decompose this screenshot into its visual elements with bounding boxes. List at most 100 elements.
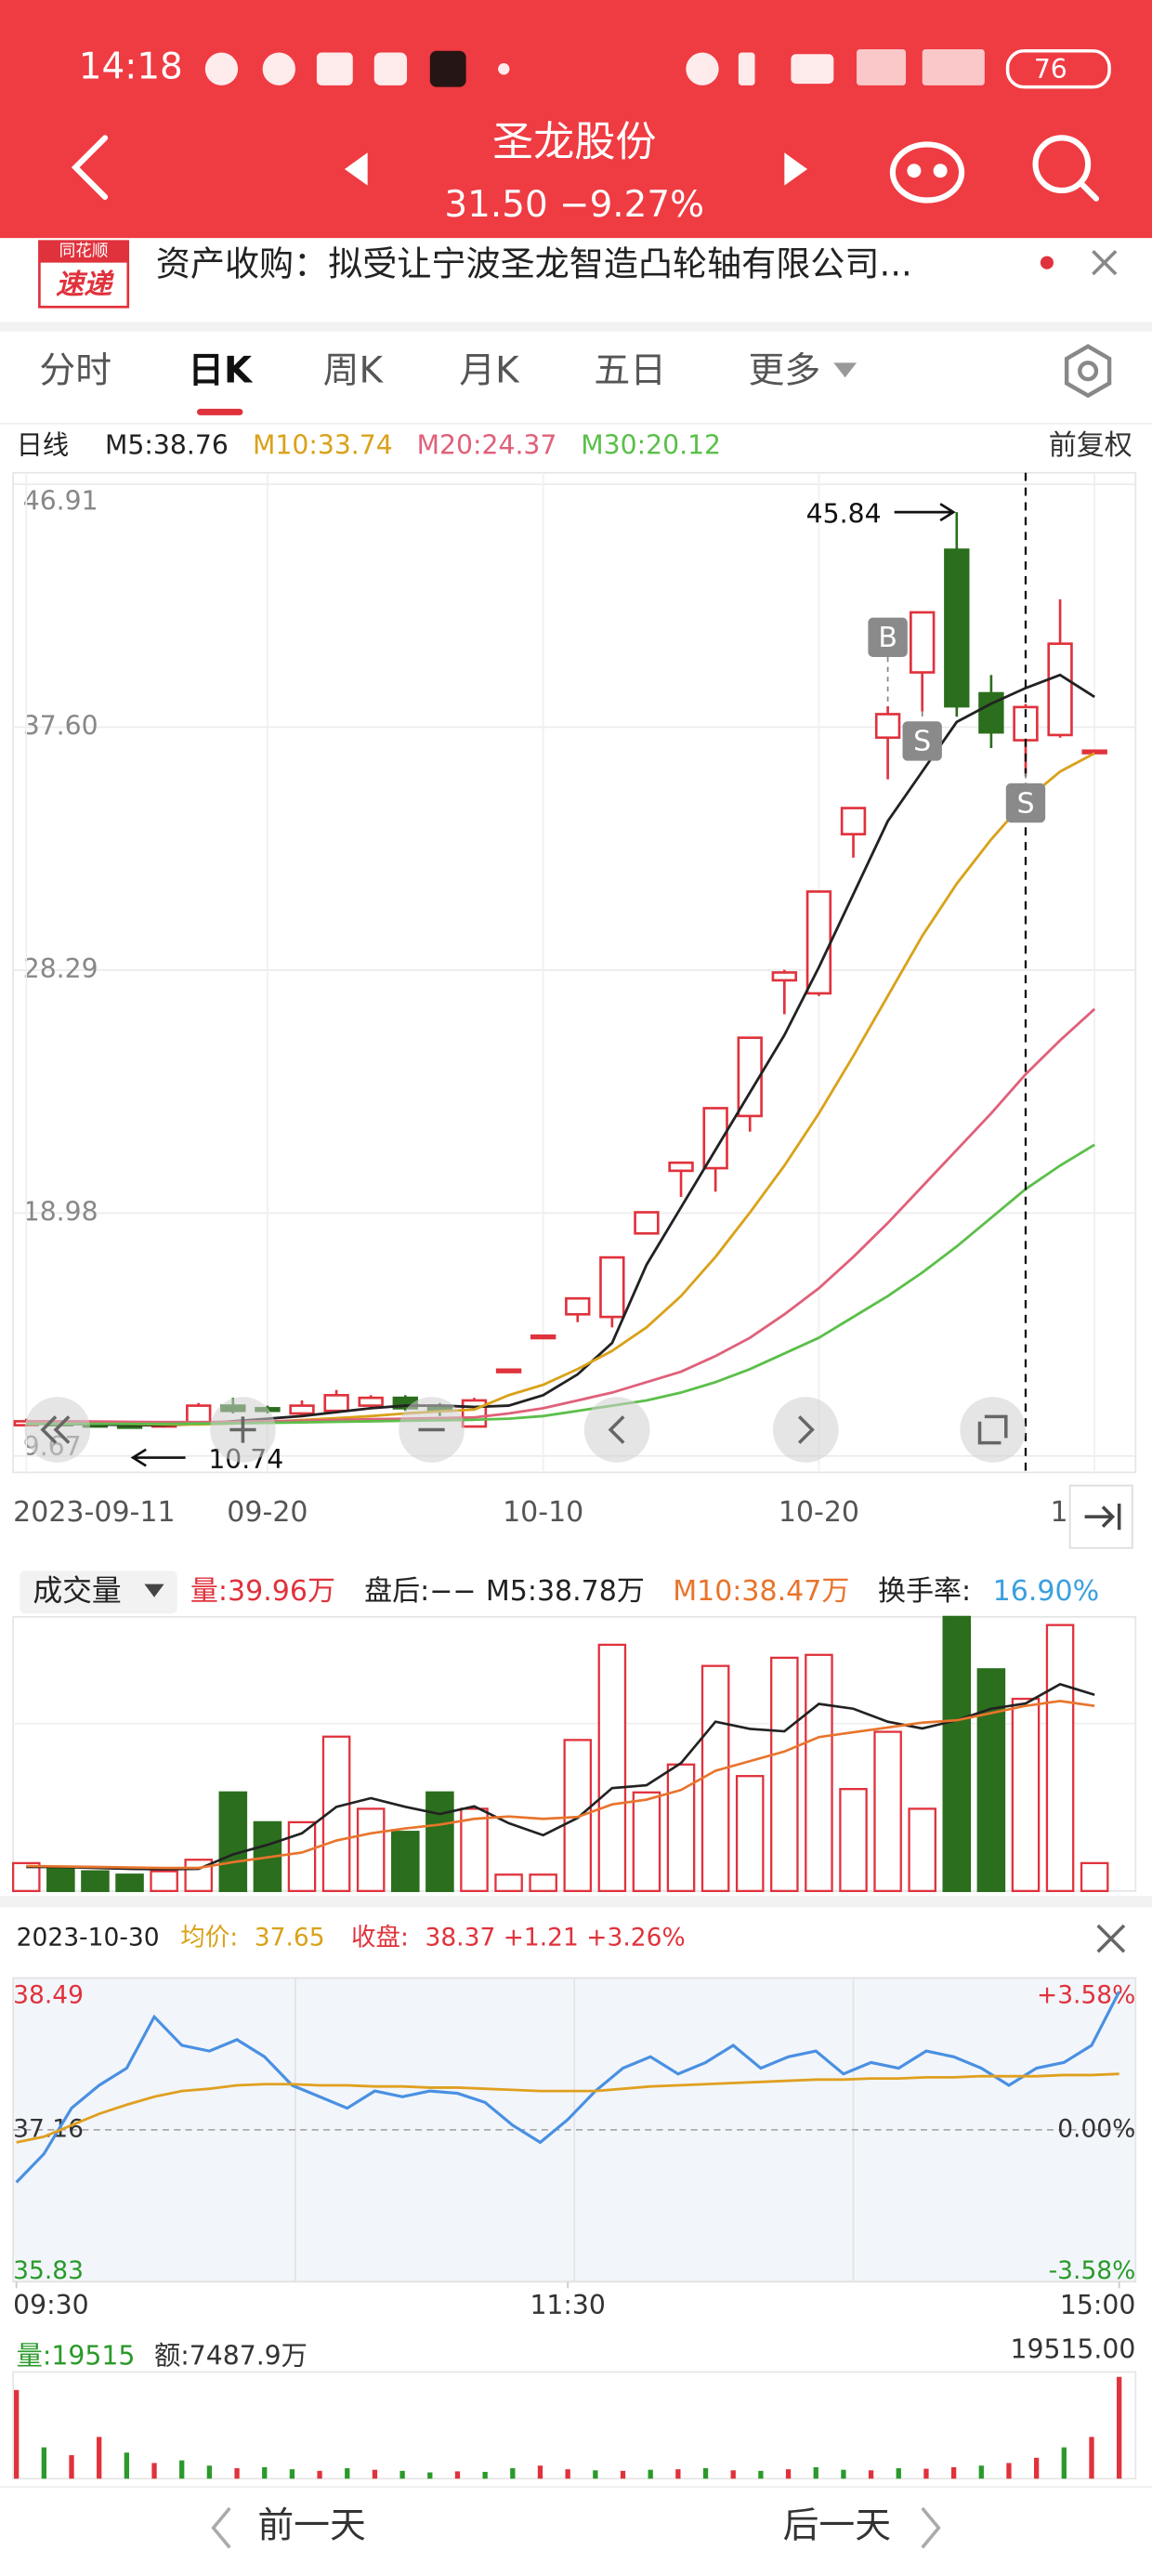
candle-body [840,807,867,835]
intraday-volume-bar [41,2447,46,2479]
y-tick-label: 28.29 [23,953,98,984]
prev-stock[interactable] [344,152,368,186]
low-arrow [130,1448,186,1467]
intraday-volume-bar [1033,2457,1040,2479]
candle-body [910,611,936,674]
news-dot [1040,256,1054,269]
signal-box [1005,782,1046,823]
news-text[interactable]: 资产收购：拟受让宁波圣龙智造凸轮轴有限公司... [156,244,912,284]
kline-frame [12,471,1137,1474]
divider [0,1896,1152,1908]
settings-button[interactable] [1064,344,1112,399]
intraday-volume-bar [427,2472,433,2479]
volume-bar [81,1870,110,1893]
intraday-volume-max: 19515.00 [1011,2333,1136,2364]
volume-bar [150,1870,178,1893]
avg-price-line [16,2072,1119,2144]
intraday-y-label: 35.83 [13,2256,84,2285]
tab[interactable]: 日K [188,349,254,391]
intraday-volume-bar [399,2470,405,2479]
news-logo-band [39,241,128,263]
candle-body [668,1161,694,1173]
x-tick-label: 2023-09-11 [13,1496,175,1529]
intraday-volume-bar [234,2468,240,2479]
status-icons [204,48,985,87]
volume-bar [356,1807,386,1893]
intraday-close: 38.37 +1.21 +3.26% [425,1924,685,1952]
intraday-volume-bar [124,2452,130,2479]
intraday-volume-bar [482,2471,488,2479]
assistant-button[interactable] [889,141,965,204]
tab[interactable]: 更多 [748,349,820,391]
volume-stat: 量:39.96万 [190,1575,335,1608]
volume-bar [529,1873,557,1893]
prev-day[interactable]: 前一天 [257,2505,366,2547]
candle-body [874,713,901,740]
intraday-volume-bar [868,2470,874,2479]
tab[interactable]: 分时 [39,349,111,391]
ma-line [26,1143,1095,1426]
volume-selector[interactable] [20,1571,177,1614]
stock-title: 圣龙股份 [492,118,657,165]
candle-body [944,548,970,708]
volume-bar [976,1668,1006,1893]
chart-layer: 分时 日K 周K 月K 五日 更多 M5:38.76 M10:33.74 M20:24.37 M3… [11,349,1136,2479]
candle-body [289,1404,315,1415]
signal-label: B [878,622,897,654]
intraday-volume-bar [345,2468,350,2479]
back-button[interactable] [71,135,109,201]
y-tick-label: 37.60 [23,711,98,742]
volume-bar [735,1775,765,1893]
intraday-volume-bar [1089,2437,1094,2479]
intraday-volume-bar [841,2469,846,2479]
x-tick-label: 10-20 [779,1496,859,1529]
intraday-volume-bar [702,2468,709,2479]
volume-title: 成交量 [33,1573,121,1608]
header-bg [0,0,1152,239]
intraday-volume-bar [648,2469,653,2479]
intraday-x-label: 09:30 [13,2290,88,2320]
divider [0,322,1152,332]
candle-body [978,691,1004,734]
signal-box [902,721,942,761]
volume-ma-line [26,1700,1095,1870]
scroll-right[interactable] [772,1397,839,1463]
volume-bar [942,1615,972,1893]
candle-body [323,1394,349,1413]
ma-legend: M20:24.37 [417,429,557,460]
footer-bg [0,2487,1152,2576]
volume-stat: 盘后:−− [364,1575,476,1608]
volume-bar [115,1873,144,1893]
volume-bar [770,1656,799,1893]
next-stock[interactable] [784,152,808,186]
x-tick-label: 10-10 [503,1496,583,1529]
intraday-volume-bar [620,2470,626,2479]
search-button[interactable] [1032,135,1100,202]
intraday-volume-bar [758,2470,764,2479]
intraday-volume-bar [565,2469,570,2479]
intraday-volume-bar [206,2465,213,2479]
ma-legend: M30:20.12 [581,429,721,460]
tab[interactable]: 五日 [594,349,666,391]
volume-bar [805,1653,833,1893]
scroll-left[interactable] [583,1397,650,1463]
intraday-close[interactable] [1096,1924,1126,1953]
tab[interactable]: 月K [459,349,520,391]
high-arrow [894,503,956,522]
intraday-close-label: 收盘: [351,1924,409,1952]
volume-bar [1045,1623,1075,1893]
battery-level: 76 [1034,54,1067,85]
fullscreen[interactable] [960,1397,1026,1463]
next-day[interactable]: 后一天 [783,2505,892,2547]
volume-bar [1080,1861,1109,1893]
intraday-volume-bar [813,2466,818,2479]
news-close[interactable] [1092,250,1118,276]
intraday-volume-label: 量:19515 [17,2341,136,2372]
adjust-button[interactable]: 前复权 [1049,429,1132,462]
volume-bar [46,1866,75,1893]
ma-legend: M10:33.74 [253,429,393,460]
y-tick-label: 18.98 [23,1196,98,1227]
volume-stat: 换手率: [878,1575,971,1608]
tab[interactable]: 周K [323,349,385,391]
